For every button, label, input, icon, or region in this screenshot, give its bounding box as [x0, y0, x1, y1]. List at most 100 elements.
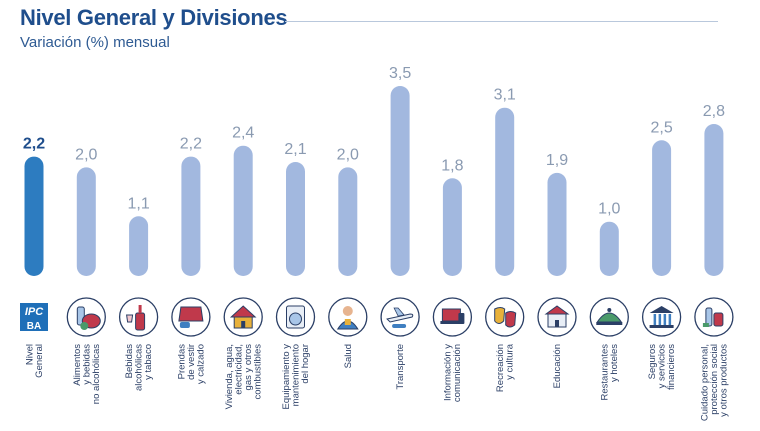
- category-label-line: Salud: [343, 344, 354, 368]
- category-label-line: Educación: [552, 344, 563, 388]
- washing-machine-icon: [275, 297, 316, 337]
- value-label: 1,8: [441, 157, 463, 174]
- category-label-line: electricidad,: [233, 344, 244, 395]
- icon-ring: [485, 297, 525, 337]
- glyph-car: [392, 324, 407, 328]
- category-label: Alimentosy bebidasno alcohólicas: [72, 344, 102, 404]
- bar: [233, 145, 253, 276]
- clothing-icon: [171, 297, 211, 337]
- category-label-line: Nivel: [24, 344, 35, 365]
- category-label-line: Seguros: [647, 344, 658, 380]
- bar: [599, 221, 619, 276]
- glyph-head: [342, 306, 353, 316]
- category-label: Información ycomunicación: [443, 344, 464, 402]
- value-label: 2,1: [284, 141, 306, 158]
- category-label-line: y hoteles: [609, 344, 620, 382]
- bar: [129, 216, 149, 276]
- value-label: 2,4: [232, 125, 254, 142]
- glyph-mask-a: [494, 307, 506, 324]
- category-label-line: de vestir: [186, 344, 197, 380]
- glyph-neck: [138, 305, 142, 313]
- glyph-door: [241, 321, 246, 328]
- category-label-line: y servicios: [657, 344, 668, 389]
- bar: [286, 162, 305, 276]
- value-label: 2,8: [703, 103, 725, 120]
- category-label-line: y bebidas: [81, 344, 92, 385]
- ipc-ba-logo: IPC BA: [18, 301, 50, 333]
- category-label-line: Restaurantes: [600, 344, 611, 401]
- logo-text-ipc: IPC: [25, 306, 44, 318]
- glyph-screen: [441, 308, 461, 322]
- category-label-line: Transporte: [395, 344, 406, 390]
- category-label: Educación: [552, 344, 563, 388]
- glyph-wing: [393, 307, 405, 317]
- glyph-door: [555, 320, 559, 327]
- category-label-line: y calzado: [195, 344, 206, 384]
- value-label: 2,2: [180, 136, 202, 153]
- category-label-line: gas y otros: [243, 344, 254, 391]
- category-label-line: Equipamiento y: [281, 344, 292, 410]
- value-label: 2,0: [75, 146, 97, 163]
- category-label-line: no alcohólicas: [91, 344, 102, 404]
- glyph-pediment: [649, 306, 674, 313]
- category-label-line: y otros productos: [718, 344, 729, 417]
- category-label-line: Alimentos: [72, 344, 83, 386]
- glyph-shirt: [178, 306, 204, 322]
- category-label: Segurosy serviciosfinancieros: [647, 344, 677, 390]
- category-label-line: Cuidado personal,: [699, 344, 710, 421]
- glyph-column: [668, 314, 672, 325]
- bar: [547, 172, 567, 276]
- bar: [704, 124, 724, 276]
- category-label: Transporte: [395, 344, 406, 390]
- value-label: 2,2: [23, 136, 45, 153]
- glyph-keyboard: [440, 321, 463, 324]
- category-label-line: comunicación: [452, 344, 463, 402]
- bar: [181, 156, 201, 276]
- category-label: Vivienda, agua,electricidad,gas y otrosc…: [224, 344, 264, 410]
- food-icon: [66, 297, 106, 337]
- glyph-column: [653, 314, 657, 325]
- logo-text-ba: BA: [27, 321, 41, 332]
- category-label: Prendasde vestiry calzado: [176, 344, 206, 384]
- glyph-phone: [458, 313, 465, 324]
- bar: [495, 107, 515, 276]
- logo-bottom: [20, 319, 48, 331]
- category-label: Salud: [343, 344, 354, 368]
- category-label: Equipamiento ymantenimientodel hogar: [281, 344, 311, 410]
- logo-top: [20, 303, 48, 319]
- category-label-line: y tabaco: [143, 344, 154, 380]
- doctor-icon: [328, 297, 368, 337]
- bar: [652, 140, 672, 276]
- glyph-drum: [289, 312, 302, 326]
- value-label: 2,0: [337, 146, 359, 163]
- category-label-line: mantenimiento: [291, 344, 302, 406]
- glyph-soap: [702, 323, 709, 327]
- category-label-line: Bebidas: [124, 344, 135, 379]
- theater-masks-icon: [485, 297, 525, 337]
- wine-bottle-icon: [118, 297, 159, 337]
- glyph-column: [663, 314, 667, 325]
- value-label: 2,5: [650, 119, 672, 136]
- bar: [24, 156, 44, 276]
- bar: [442, 178, 462, 276]
- chart-title: Nivel General y Divisiones: [20, 5, 288, 30]
- icon-ring: [328, 297, 368, 337]
- glyph-plate: [596, 322, 623, 325]
- chart-subtitle: Variación (%) mensual: [20, 34, 170, 51]
- category-label-line: Prendas: [176, 344, 187, 380]
- value-label: 1,9: [546, 152, 568, 169]
- category-label-line: Información y: [443, 344, 454, 401]
- category-label-line: alcohólicas: [134, 344, 145, 391]
- category-label-line: General: [34, 344, 45, 378]
- glyph-mask-b: [505, 311, 517, 328]
- category-label: Restaurantesy hoteles: [600, 344, 621, 401]
- house-icon: [223, 297, 263, 337]
- glyph-plane: [386, 313, 414, 323]
- airplane-icon: [380, 297, 420, 337]
- value-label: 3,5: [389, 65, 411, 82]
- value-label: 1,1: [127, 195, 149, 212]
- glyph-base: [649, 325, 674, 328]
- icon-ring: [641, 297, 682, 337]
- bar: [390, 86, 410, 276]
- bar: [338, 167, 358, 276]
